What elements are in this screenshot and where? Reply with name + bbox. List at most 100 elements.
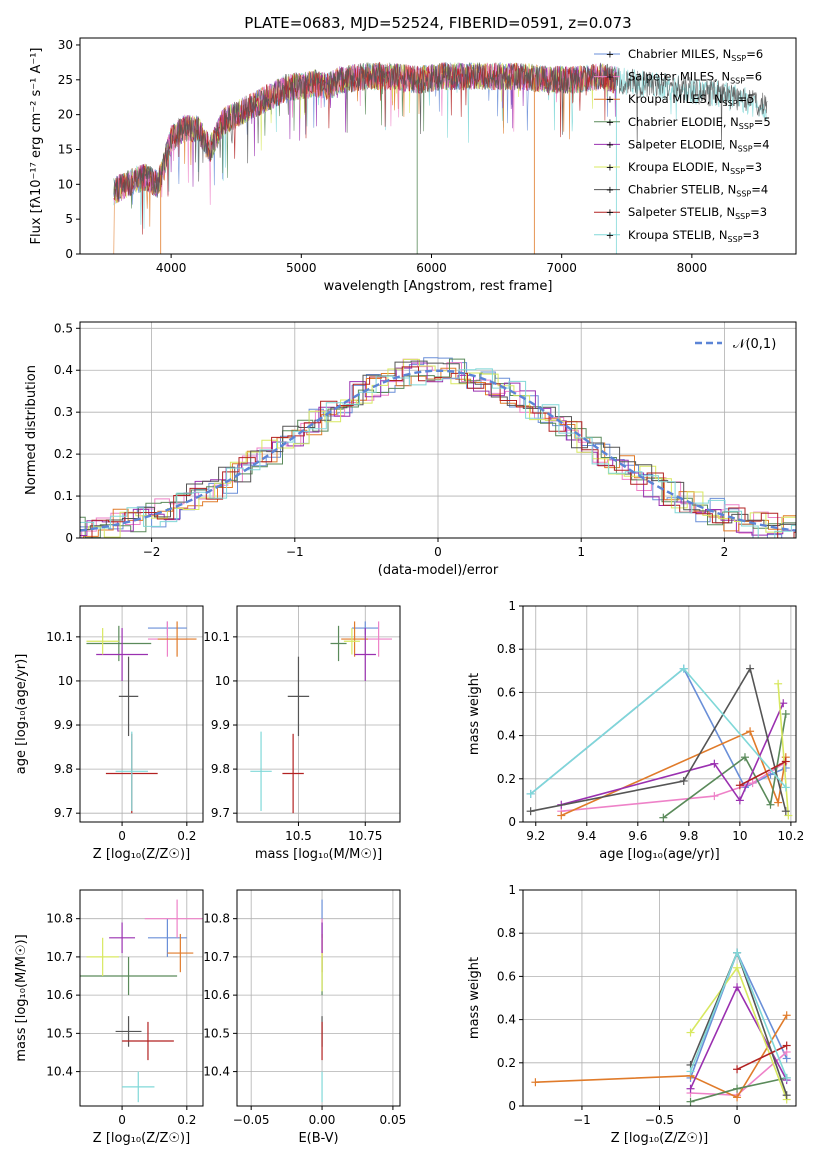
tick-label-x: 7000 (546, 261, 577, 275)
tick-label-x: 0 (118, 1113, 126, 1127)
tick-label-x: 0 (118, 829, 126, 843)
tick-label-y: 1 (508, 599, 516, 613)
legend-entry: Kroupa MILES, NSSP=5 (628, 92, 754, 108)
tick-label-y: 9.8 (54, 762, 73, 776)
tick-label-x: 9.8 (679, 829, 698, 843)
tick-label-y: 0.2 (497, 772, 516, 786)
legend-subscript: SSP (736, 190, 751, 199)
axes-weight_vs_age: 9.2 9.4 9.6 9.8 10 10.2 0 0.2 0.4 0.6 0.8 1 age [log… (467, 599, 804, 862)
legend-marker: + (606, 50, 614, 61)
tick-label-y: 10.7 (46, 950, 73, 964)
axes-mass_vs_ebv: −0.05 0.00 0.05 10.4 10.5 10.6 10.7 10.8 E(B-V) (203, 889, 407, 1146)
tick-label-y: 0.4 (497, 1013, 516, 1027)
figure-title: PLATE=0683, MJD=52524, FIBERID=0591, z=0… (244, 14, 631, 32)
legend-subscript: SSP (723, 99, 738, 108)
legend-entry: Chabrier STELIB, NSSP=4 (628, 183, 768, 199)
axes-age_vs_mass: 10.5 10.75 9.7 9.8 9.9 10 10.1 mass [log₁₀(M/M☉… (203, 605, 401, 862)
legend-subscript: SSP (730, 77, 745, 86)
tick-label-y: 0.1 (54, 489, 73, 503)
legend-entry: Kroupa STELIB, NSSP=3 (628, 228, 759, 244)
tick-label-x: 0 (733, 1113, 741, 1127)
series-line (777, 683, 790, 816)
legend-entry: Chabrier MILES, NSSP=6 (628, 47, 763, 63)
tick-label-x: −2 (143, 545, 161, 559)
tick-label-y: 0 (508, 1099, 516, 1113)
tick-label-y: 10.5 (203, 1026, 230, 1040)
y-axis-label: age [log₁₀(age/yr)] (14, 654, 29, 775)
tick-label-x: 9.2 (526, 829, 545, 843)
tick-label-y: 0 (65, 531, 73, 545)
tick-label-y: 10.4 (203, 1065, 230, 1079)
legend-marker: + (606, 230, 614, 241)
y-axis-label: Normed distribution (24, 365, 39, 495)
legend-suffix: =4 (753, 137, 770, 151)
tick-label-y: 0.8 (497, 642, 516, 656)
tick-label-y: 0 (65, 247, 73, 261)
tick-label-y: 10.6 (46, 988, 73, 1002)
legend-text: Chabrier ELODIE, N (628, 115, 739, 129)
legend-text: Kroupa STELIB, N (628, 228, 728, 242)
histogram-series (80, 357, 796, 538)
x-axis-label: age [log₁₀(age/yr)] (599, 847, 720, 862)
y-axis-label: mass weight (467, 673, 482, 755)
tick-label-y: 10 (215, 674, 230, 688)
tick-label-x: −1 (573, 1113, 591, 1127)
x-axis-label: mass [log₁₀(M/M☉)] (255, 847, 382, 862)
tick-label-x: 2 (721, 545, 729, 559)
axes-residuals: −2 −1 0 1 2 0 0.1 0.2 0.3 0.4 0.5 (data-model)/erro… (24, 321, 797, 578)
x-axis-label: Z [log₁₀(Z/Z☉)] (93, 1131, 190, 1146)
y-axis-label: mass weight (467, 957, 482, 1039)
spectrum-legend: + Chabrier MILES, NSSP=6 + Salpeter MILES, … (594, 47, 771, 244)
tick-label-x: 5000 (286, 261, 317, 275)
tick-label-y: 30 (58, 38, 73, 52)
legend-marker: + (606, 72, 614, 83)
legend-suffix: =3 (750, 205, 767, 219)
tick-label-y: 10 (58, 177, 73, 191)
legend-entry: Salpeter STELIB, NSSP=3 (628, 205, 767, 221)
axes-frame (79, 321, 797, 539)
tick-label-x: 0.05 (380, 1113, 407, 1127)
axes-frame (522, 889, 797, 1107)
axes-frame (79, 605, 204, 823)
tick-label-y: 25 (58, 73, 73, 87)
tick-label-x: −0.5 (645, 1113, 674, 1127)
legend-marker: + (606, 140, 614, 151)
spectrum-series (113, 61, 768, 254)
tick-label-y: 1 (508, 883, 516, 897)
tick-label-x: 4000 (156, 261, 187, 275)
legend-subscript: SSP (730, 167, 745, 176)
points-mass_vs_z (80, 899, 203, 1103)
legend-subscript: SSP (739, 122, 754, 131)
tick-label-y: 10.6 (203, 988, 230, 1002)
legend-marker: + (606, 95, 614, 106)
legend-text: Salpeter MILES, N (628, 70, 730, 84)
lines-weight_vs_z (531, 948, 791, 1106)
tick-label-y: 15 (58, 142, 73, 156)
tick-label-y: 10.8 (203, 912, 230, 926)
axes-mass_vs_z: 0 0.2 10.4 10.5 10.6 10.7 10.8 Z [log₁₀(Z/Z☉)] m… (14, 889, 204, 1146)
series-line (662, 713, 787, 819)
series-line (561, 702, 784, 806)
tick-label-x: 0.2 (177, 1113, 196, 1127)
legend-suffix: =6 (745, 70, 762, 84)
legend-suffix: =3 (743, 228, 760, 242)
legend-text: Salpeter STELIB, N (628, 205, 735, 219)
x-axis-label: E(B-V) (298, 1131, 338, 1146)
tick-label-y: 10.5 (46, 1026, 73, 1040)
axes-frame (79, 37, 797, 255)
x-axis-label: Z [log₁₀(Z/Z☉)] (93, 847, 190, 862)
tick-label-x: 10.5 (285, 829, 312, 843)
tick-label-y: 9.7 (211, 806, 230, 820)
legend-suffix: =6 (746, 47, 763, 61)
tick-label-y: 0 (508, 815, 516, 829)
series-line (690, 1077, 787, 1103)
points-age_vs_mass (250, 621, 392, 814)
tick-label-y: 0.8 (497, 926, 516, 940)
normal-curve (80, 369, 796, 532)
legend-subscript: SSP (735, 212, 750, 221)
legend-suffix: =5 (754, 115, 771, 129)
series-line (560, 730, 787, 817)
axes-age_vs_z: 0 0.2 9.7 9.8 9.9 10 10.1 Z [log₁₀(Z/Z☉)] age [l… (14, 605, 204, 862)
tick-label-y: 0.3 (54, 405, 73, 419)
axes-weight_vs_z: −1 −0.5 0 0 0.2 0.4 0.6 0.8 1 Z [log₁₀(Z/Z☉)] mass… (467, 883, 797, 1146)
